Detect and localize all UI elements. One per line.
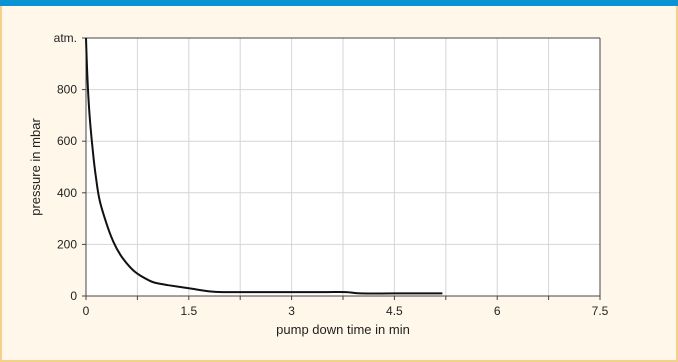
y-tick-label: 0 (70, 289, 77, 303)
y-tick-label: 600 (57, 134, 77, 148)
x-axis-label: pump down time in min (276, 322, 410, 337)
x-tick-label: 6 (494, 304, 501, 318)
x-tick-label: 3 (288, 304, 295, 318)
x-tick-label: 1.5 (180, 304, 197, 318)
x-tick-label: 0 (83, 304, 90, 318)
x-tick-label: 7.5 (592, 304, 609, 318)
pressure-curve (85, 37, 443, 295)
y-tick-label: 800 (57, 83, 77, 97)
axes (82, 37, 601, 300)
tick-labels: 0 1.5 3 4.5 6 7.5 0 200 400 600 800 atm. (54, 31, 609, 318)
y-tick-label: atm. (54, 31, 77, 45)
x-tick-label: 4.5 (386, 304, 403, 318)
grid-lines (86, 38, 600, 296)
y-tick-label: 200 (57, 237, 77, 251)
y-axis-label: pressure in mbar (28, 118, 43, 216)
top-accent-bar (0, 0, 678, 6)
y-tick-label: 400 (57, 186, 77, 200)
